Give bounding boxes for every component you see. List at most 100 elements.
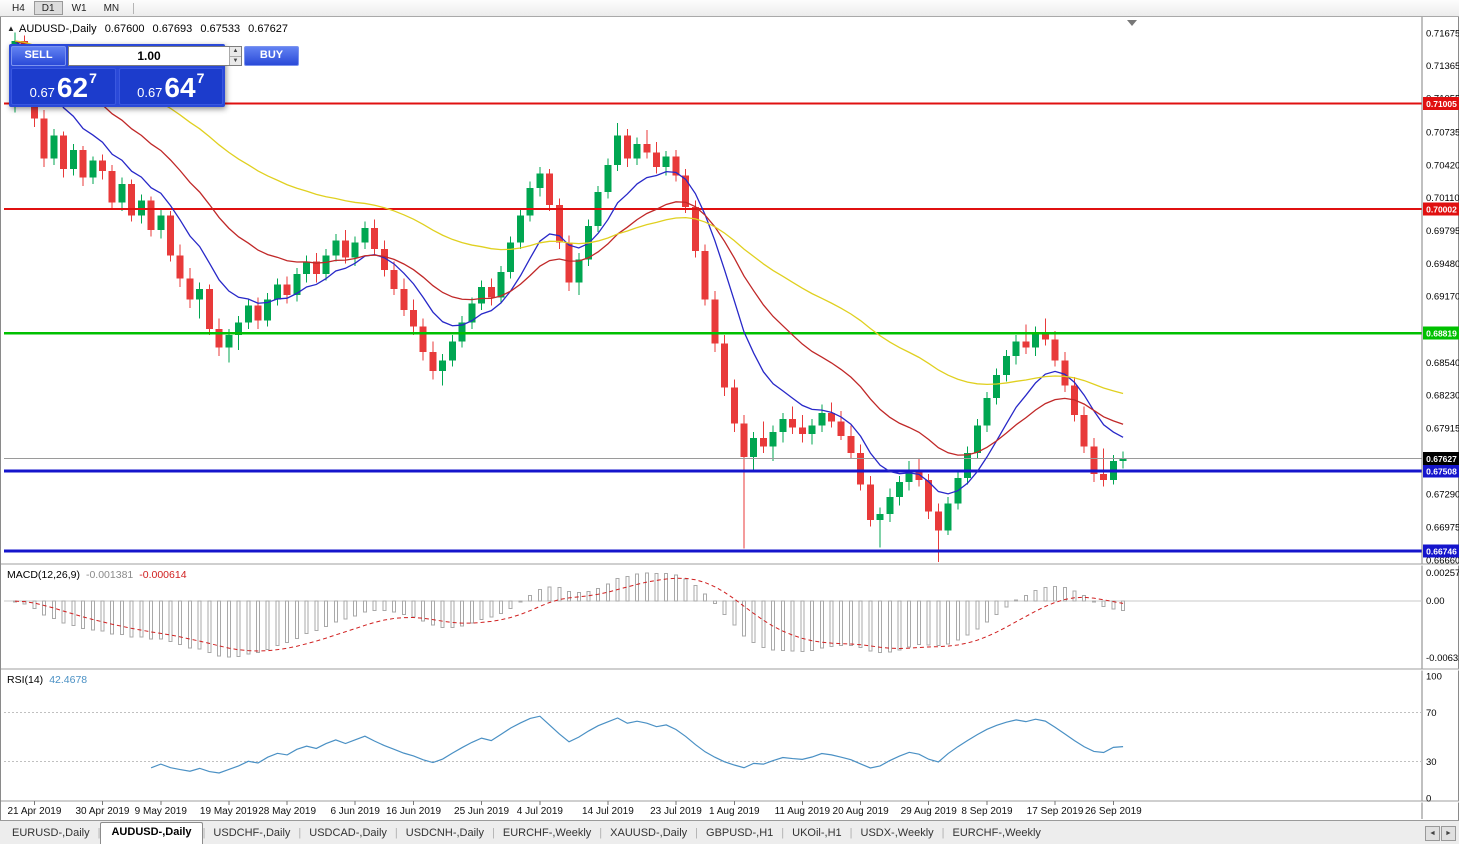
svg-text:0.002574: 0.002574 — [1426, 568, 1459, 579]
chart-shift-marker-icon — [1127, 20, 1137, 26]
svg-text:20 Aug 2019: 20 Aug 2019 — [833, 806, 890, 817]
svg-text:30 Apr 2019: 30 Apr 2019 — [76, 806, 130, 817]
svg-text:0.70420: 0.70420 — [1426, 160, 1459, 171]
volume-box: ▲ ▼ — [68, 46, 242, 66]
svg-text:0.69480: 0.69480 — [1426, 259, 1459, 270]
open-value: 0.67600 — [104, 23, 145, 35]
volume-increment-button[interactable]: ▲ — [230, 47, 241, 57]
svg-text:0.70735: 0.70735 — [1426, 127, 1459, 138]
svg-text:0.71005: 0.71005 — [1426, 99, 1457, 109]
svg-text:9 May 2019: 9 May 2019 — [135, 806, 188, 817]
svg-text:0.68540: 0.68540 — [1426, 358, 1459, 369]
tab-divider: | — [394, 827, 398, 839]
svg-text:0.68230: 0.68230 — [1426, 391, 1459, 402]
toolbar-separator — [133, 2, 135, 14]
tab-scroll-buttons: ◄ ► — [1422, 826, 1459, 844]
sell-price-prefix: 0.67 — [29, 85, 55, 100]
tab-scroll-right-button[interactable]: ► — [1441, 826, 1456, 841]
svg-text:-0.006326: -0.006326 — [1426, 653, 1459, 664]
chart-tab[interactable]: USDCHF-,Daily — [213, 827, 291, 839]
svg-text:8 Sep 2019: 8 Sep 2019 — [961, 806, 1013, 817]
tab-divider: | — [849, 827, 853, 839]
chart-tab[interactable]: UKOil-,H1 — [792, 827, 842, 839]
price-axis: 0.716750.713650.710550.707350.704200.701… — [1421, 17, 1459, 819]
svg-text:0.67508: 0.67508 — [1426, 466, 1457, 476]
buy-price-button[interactable]: 0.67 64 7 — [118, 68, 223, 105]
svg-text:100: 100 — [1426, 672, 1442, 683]
high-value: 0.67693 — [152, 23, 193, 35]
moving-average-21 — [14, 40, 1124, 456]
svg-text:0: 0 — [1426, 794, 1431, 805]
volume-input[interactable] — [69, 47, 229, 65]
tab-divider: | — [695, 827, 699, 839]
chart-window: 0.716750.713650.710550.707350.704200.701… — [0, 17, 1459, 820]
svg-text:0.68819: 0.68819 — [1426, 329, 1457, 339]
buy-price-pip: 7 — [196, 70, 205, 86]
svg-text:0.67915: 0.67915 — [1426, 424, 1459, 435]
rsi-indicator-label: RSI(14) 42.4678 — [7, 674, 87, 686]
svg-text:0.67290: 0.67290 — [1426, 489, 1459, 500]
svg-text:25 Jun 2019: 25 Jun 2019 — [454, 806, 509, 817]
volume-decrement-button[interactable]: ▼ — [230, 56, 241, 65]
svg-text:4 Jul 2019: 4 Jul 2019 — [517, 806, 564, 817]
svg-text:17 Sep 2019: 17 Sep 2019 — [1027, 806, 1084, 817]
tab-divider: | — [492, 827, 495, 839]
sell-price-button[interactable]: 0.67 62 7 — [11, 68, 116, 105]
one-click-trading-panel: SELL ▲ ▼ BUY 0.67 62 7 0.67 64 7 — [9, 44, 299, 107]
chart-tab[interactable]: EURUSD-,Daily — [12, 827, 90, 839]
macd-signal-line — [14, 577, 1124, 652]
svg-text:29 Aug 2019: 29 Aug 2019 — [901, 806, 958, 817]
buy-button[interactable]: BUY — [244, 46, 299, 66]
chart-tab[interactable]: EURCHF-,Weekly — [952, 827, 1041, 839]
timeframe-button-d1[interactable]: D1 — [33, 1, 63, 15]
chart-tab[interactable]: AUDUSD-,Daily — [100, 822, 203, 844]
chart-tab[interactable]: GBPUSD-,H1 — [706, 827, 774, 839]
chart-tabs: EURUSD-,Daily | AUDUSD-,Daily | USDCHF-,Dail… — [4, 822, 1049, 844]
tab-divider: | — [202, 827, 206, 839]
svg-text:0.67627: 0.67627 — [1426, 454, 1457, 464]
chart-symbol-label: AUDUSD-,Daily — [19, 23, 97, 35]
date-axis: 21 Apr 2019 30 Apr 2019 9 May 2019 19 May 2… — [7, 801, 1142, 817]
chart-tab[interactable]: USDCAD-,Daily — [309, 827, 387, 839]
chart-tab[interactable]: USDCNH-,Daily — [405, 827, 484, 839]
buy-price-big: 64 — [164, 72, 196, 103]
chart-tab[interactable]: USDX-,Weekly — [860, 827, 934, 839]
one-click-collapse-arrow[interactable]: ▲ — [7, 24, 15, 33]
sell-price-big: 62 — [56, 72, 89, 103]
macd-indicator-label: MACD(12,26,9) -0.001381 -0.000614 — [7, 569, 187, 581]
moving-average-50 — [14, 40, 1124, 395]
timeframe-button-h4[interactable]: H4 — [12, 3, 25, 14]
timeframe-button-mn[interactable]: MN — [103, 3, 120, 14]
tab-scroll-left-button[interactable]: ◄ — [1425, 826, 1440, 841]
svg-text:0.66746: 0.66746 — [1426, 546, 1457, 556]
close-value: 0.67627 — [248, 23, 288, 35]
moving-average-9 — [14, 40, 1124, 495]
svg-text:14 Jul 2019: 14 Jul 2019 — [582, 806, 634, 817]
rsi-panel: 100 70 30 0 RSI(14) 42.4678 — [4, 672, 1442, 805]
svg-text:6 Jun 2019: 6 Jun 2019 — [330, 806, 380, 817]
chart-tab[interactable]: EURCHF-,Weekly — [502, 827, 592, 839]
tab-divider: | — [298, 827, 302, 839]
chart-tab[interactable]: XAUUSD-,Daily — [610, 827, 688, 839]
svg-text:28 May 2019: 28 May 2019 — [258, 806, 316, 817]
svg-text:30: 30 — [1426, 757, 1437, 768]
sell-price-pip: 7 — [89, 70, 97, 86]
svg-text:0.69170: 0.69170 — [1426, 292, 1459, 303]
tab-divider: | — [941, 827, 945, 839]
svg-text:0.66660: 0.66660 — [1426, 556, 1459, 567]
svg-text:16 Jun 2019: 16 Jun 2019 — [386, 806, 441, 817]
svg-text:0.70110: 0.70110 — [1426, 193, 1459, 204]
ohlc-title: AUDUSD-,Daily 0.67600 0.67693 0.67533 0.… — [19, 23, 293, 35]
horizontal-lines — [4, 102, 1422, 553]
sell-button[interactable]: SELL — [11, 46, 66, 66]
timeframe-buttons: H4 D1 W1 MN — [4, 1, 127, 15]
buy-price-prefix: 0.67 — [137, 85, 163, 100]
svg-text:0.00: 0.00 — [1426, 596, 1445, 607]
low-value: 0.67533 — [200, 23, 241, 35]
svg-text:0.71365: 0.71365 — [1426, 61, 1459, 72]
svg-text:1 Aug 2019: 1 Aug 2019 — [709, 806, 760, 817]
chart-plot-area[interactable]: 0.716750.713650.710550.707350.704200.701… — [1, 17, 1459, 820]
timeframe-toolbar: H4 D1 W1 MN — [0, 0, 1459, 17]
timeframe-button-w1[interactable]: W1 — [71, 3, 87, 14]
svg-text:70: 70 — [1426, 708, 1437, 719]
